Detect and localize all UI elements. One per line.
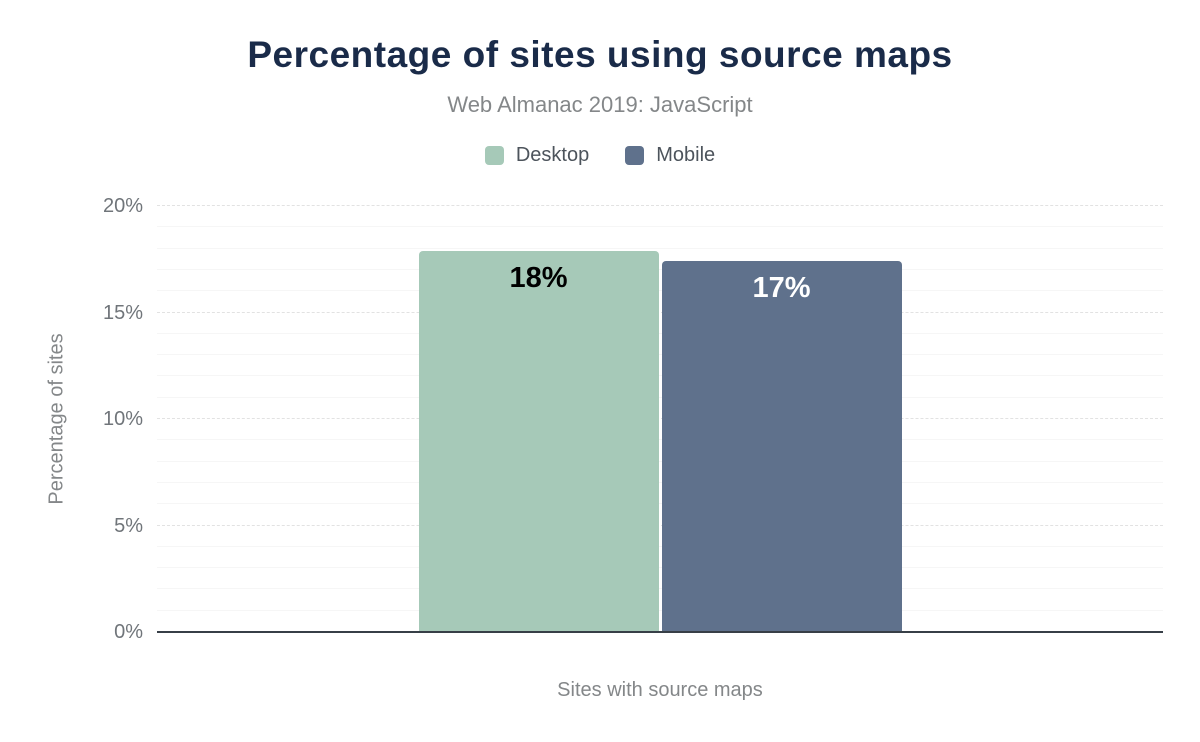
minor-gridline-11 — [157, 396, 1163, 398]
x-axis-line — [157, 631, 1163, 633]
legend: Desktop Mobile — [0, 143, 1200, 167]
legend-item-desktop[interactable]: Desktop — [484, 144, 590, 166]
minor-gridline-2 — [157, 588, 1163, 590]
y-tick-label-5: 5% — [114, 514, 143, 537]
minor-gridline-18 — [157, 247, 1163, 249]
minor-gridline-12 — [157, 375, 1163, 377]
minor-gridline-16 — [157, 290, 1163, 292]
minor-gridline-3 — [157, 567, 1163, 569]
legend-swatch-mobile-icon — [625, 145, 645, 165]
major-gridline-20 — [157, 205, 1163, 206]
legend-label-mobile: Mobile — [656, 144, 716, 166]
minor-gridline-7 — [157, 481, 1163, 483]
bar-desktop[interactable]: 18% — [418, 250, 659, 632]
x-axis-title: Sites with source maps — [557, 679, 763, 701]
minor-gridline-6 — [157, 503, 1163, 505]
minor-gridline-19 — [157, 226, 1163, 228]
chart-subtitle: Web Almanac 2019: JavaScript — [447, 92, 753, 117]
legend-swatch-desktop-icon — [484, 145, 504, 165]
minor-gridline-13 — [157, 354, 1163, 356]
y-tick-label-10: 10% — [102, 408, 143, 430]
legend-label-desktop: Desktop — [515, 144, 590, 166]
major-gridline-5 — [157, 524, 1163, 526]
minor-gridline-17 — [157, 268, 1163, 270]
minor-gridline-8 — [157, 460, 1163, 462]
legend-item-mobile[interactable]: Mobile — [625, 145, 715, 165]
minor-gridline-9 — [157, 439, 1163, 441]
minor-gridline-1 — [157, 609, 1163, 611]
y-tick-label-20: 20% — [102, 195, 143, 217]
y-tick-label-0: 0% — [114, 621, 143, 643]
minor-gridline-4 — [157, 545, 1163, 547]
major-gridline-15 — [157, 311, 1163, 313]
bar-value-label-desktop: 18% — [509, 261, 568, 294]
plot-area: 18% 17% — [157, 205, 1163, 633]
minor-gridline-14 — [157, 332, 1163, 334]
y-tick-label-15: 15% — [102, 301, 143, 324]
bar-value-label-mobile: 17% — [752, 272, 811, 305]
major-gridline-10 — [157, 418, 1163, 419]
bar-mobile[interactable]: 17% — [661, 261, 902, 632]
chart-title: Percentage of sites using source maps — [247, 34, 953, 75]
